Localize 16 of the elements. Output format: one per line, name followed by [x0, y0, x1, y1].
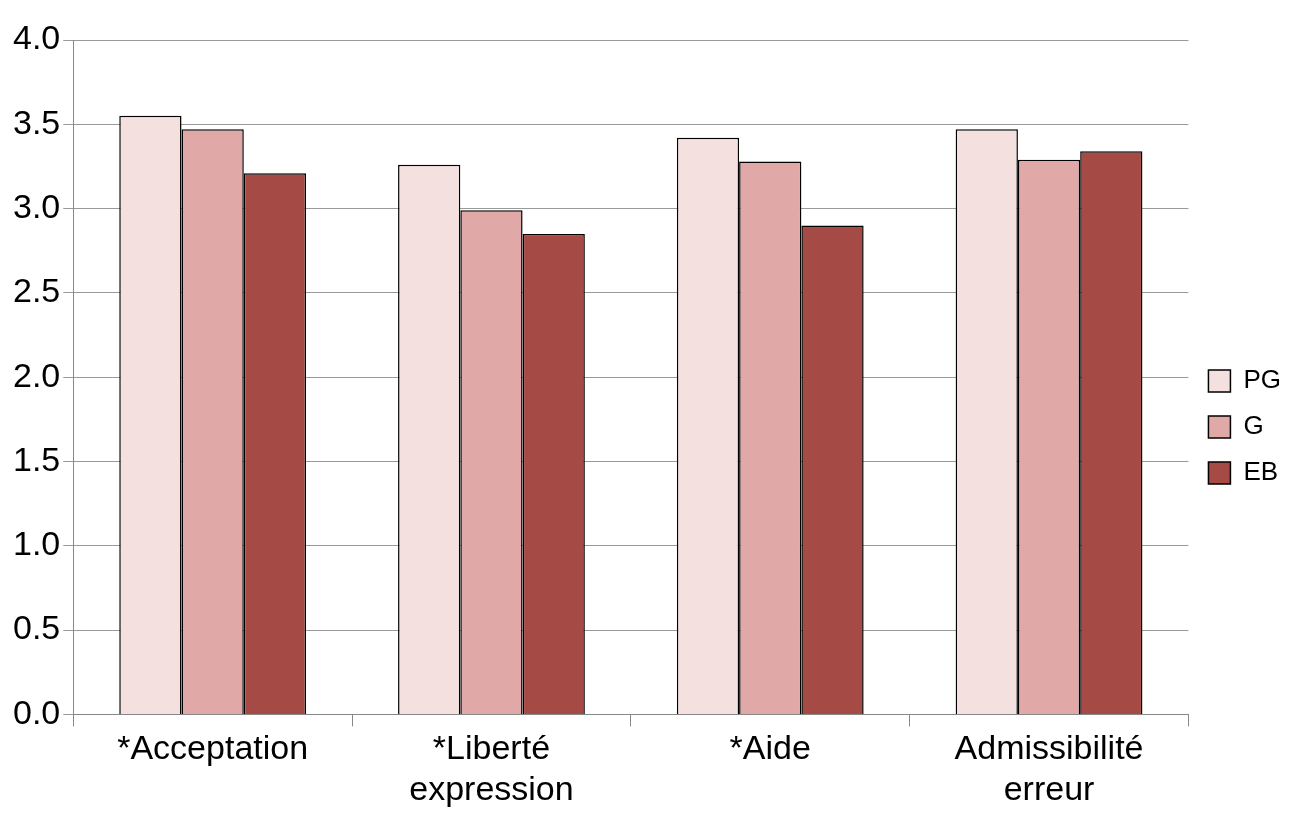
y-tick-label: 0.5 — [13, 608, 61, 647]
y-tick-label: 2.0 — [13, 355, 61, 394]
y-tick-label: 0.0 — [13, 692, 61, 731]
legend-label: EB — [1243, 456, 1279, 487]
x-tick-label: Admissibilité erreur — [954, 728, 1144, 807]
y-tick-label: 3.5 — [13, 102, 61, 141]
x-tick-label: *Acceptation — [117, 728, 309, 767]
legend-label: PG — [1243, 364, 1282, 395]
y-tick-label: 1.0 — [13, 524, 61, 563]
y-tick-label: 4.0 — [13, 18, 61, 57]
x-tick-label: *Liberté expression — [409, 728, 574, 807]
y-tick-label: 1.5 — [13, 439, 61, 478]
x-tick-label: *Aide — [729, 728, 811, 767]
y-tick-label: 2.5 — [13, 271, 61, 310]
y-tick-label: 3.0 — [13, 186, 61, 225]
legend-label: G — [1243, 410, 1264, 441]
